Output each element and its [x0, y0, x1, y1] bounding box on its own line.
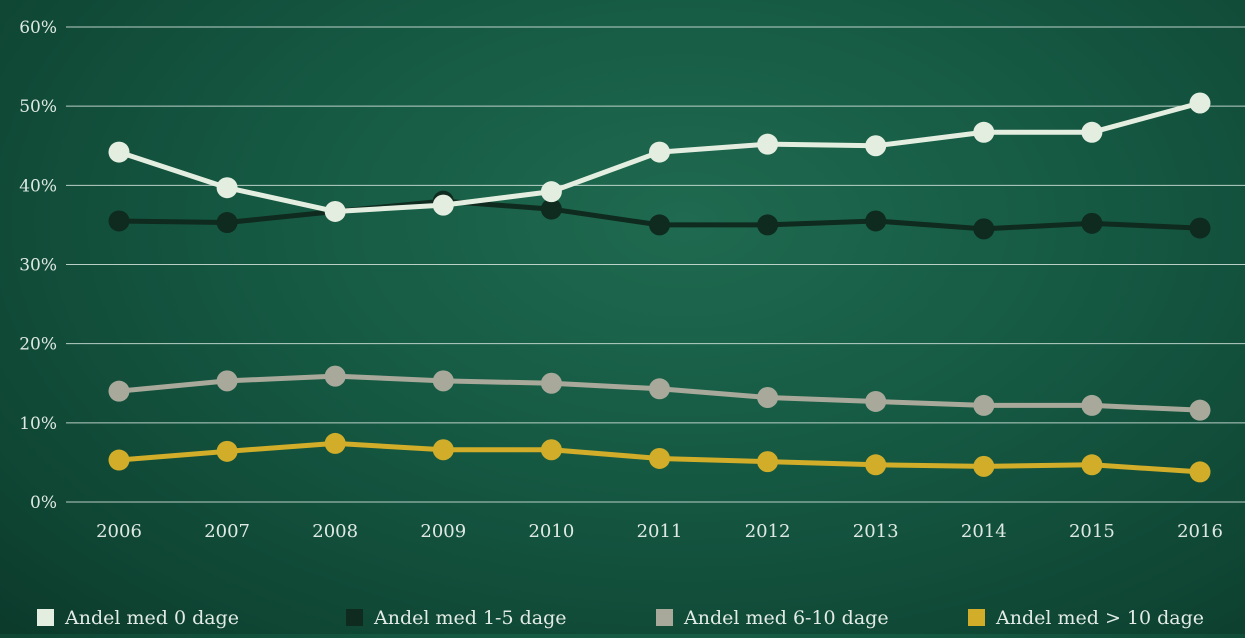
- data-point: [757, 387, 779, 408]
- data-point: [324, 200, 346, 222]
- data-point: [973, 218, 995, 240]
- data-point: [108, 380, 130, 402]
- data-point: [540, 372, 562, 394]
- data-point: [1081, 394, 1103, 416]
- data-point: [1189, 217, 1211, 239]
- series-3: [108, 432, 1211, 483]
- x-tick-label: 2014: [961, 521, 1007, 542]
- legend: Andel med 0 dage Andel med 1-5 dage Andel …: [37, 607, 1204, 629]
- grid-layer: [66, 26, 1245, 503]
- x-tick-label: 2012: [745, 521, 791, 542]
- x-tick-label: 2016: [1177, 521, 1223, 542]
- legend-swatch: [968, 609, 985, 626]
- y-tick-label: 30%: [19, 256, 57, 276]
- data-point: [1189, 92, 1211, 114]
- data-point: [757, 133, 779, 155]
- series-2: [108, 365, 1211, 421]
- data-point: [216, 177, 238, 199]
- data-point: [649, 378, 670, 400]
- legend-item: Andel med 0 dage: [37, 607, 239, 629]
- legend-item: Andel med 6-10 dage: [656, 607, 889, 629]
- data-point: [324, 432, 346, 454]
- x-tick-label: 2010: [528, 521, 574, 542]
- data-point: [540, 198, 562, 220]
- legend-item: Andel med > 10 dage: [968, 607, 1204, 629]
- data-point: [432, 439, 454, 461]
- y-tick-label: 50%: [19, 97, 57, 117]
- data-point: [1081, 212, 1103, 234]
- data-point: [324, 365, 346, 387]
- data-point: [1189, 461, 1211, 483]
- data-point: [216, 212, 238, 234]
- data-point: [108, 449, 130, 471]
- data-point: [432, 194, 454, 216]
- legend-swatch: [656, 609, 673, 626]
- x-tick-label: 2009: [420, 521, 466, 542]
- data-point: [1081, 121, 1103, 143]
- data-point: [432, 370, 454, 392]
- series-0: [108, 92, 1211, 222]
- x-tick-label: 2015: [1069, 521, 1115, 542]
- data-point: [973, 455, 995, 477]
- data-point: [1081, 454, 1103, 476]
- data-point: [757, 451, 779, 473]
- data-point: [649, 447, 670, 469]
- data-point: [108, 210, 130, 232]
- legend-swatch: [346, 609, 363, 626]
- data-point: [649, 214, 670, 236]
- data-point: [1189, 399, 1211, 421]
- x-tick-label: 2006: [96, 521, 142, 542]
- data-point: [649, 141, 670, 163]
- legend-label: Andel med 6-10 dage: [683, 607, 889, 629]
- series-layer: [108, 92, 1211, 483]
- data-point: [540, 439, 562, 461]
- data-point: [865, 135, 887, 157]
- x-tick-label: 2011: [637, 521, 683, 542]
- x-tick-label: 2013: [853, 521, 899, 542]
- y-tick-label: 10%: [19, 414, 57, 434]
- data-point: [216, 370, 238, 392]
- y-tick-label: 0%: [30, 493, 57, 513]
- y-tick-label: 20%: [19, 335, 57, 355]
- legend-label: Andel med > 10 dage: [995, 607, 1204, 629]
- data-point: [865, 390, 887, 412]
- x-tick-label: 2007: [204, 521, 250, 542]
- data-point: [865, 454, 887, 476]
- data-point: [973, 121, 995, 143]
- legend-label: Andel med 1-5 dage: [373, 607, 566, 629]
- data-point: [973, 394, 995, 416]
- y-tick-label: 60%: [19, 18, 57, 38]
- data-point: [540, 181, 562, 203]
- legend-swatch: [37, 609, 54, 626]
- legend-item: Andel med 1-5 dage: [346, 607, 566, 629]
- legend-label: Andel med 0 dage: [64, 607, 239, 629]
- y-tick-label: 40%: [19, 176, 57, 196]
- x-tick-label: 2008: [312, 521, 358, 542]
- data-point: [108, 141, 130, 163]
- data-point: [216, 440, 238, 462]
- data-point: [865, 210, 887, 232]
- y-axis: 0% 10% 20% 30% 40% 50% 60%: [19, 18, 57, 513]
- data-point: [757, 214, 779, 236]
- x-axis: 2006 2007 2008 2009 2010 2011 2012 2013 2014 2015…: [96, 521, 1223, 542]
